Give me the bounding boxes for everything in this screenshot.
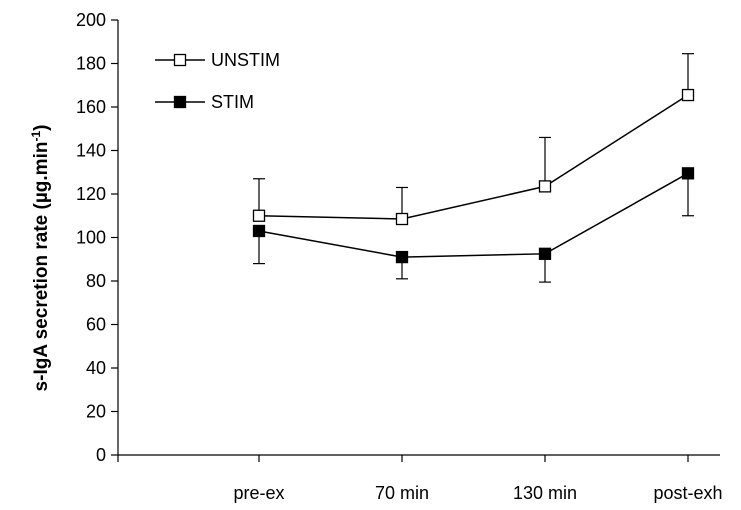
- y-axis-label: s-IgA secretion rate (µg.min-1): [29, 125, 52, 392]
- axes: [117, 20, 720, 456]
- x-tick-label: 70 min: [375, 483, 429, 503]
- data-point: [395, 250, 409, 264]
- y-tick-label: 160: [76, 97, 106, 117]
- x-ticks: pre-ex 70 min 130 min post-exh: [117, 455, 723, 503]
- legend-label: UNSTIM: [211, 50, 280, 70]
- legend-item-stim: STIM: [155, 92, 254, 112]
- legend-marker: [173, 95, 187, 109]
- y-tick-label: 100: [76, 228, 106, 248]
- series-layer: [252, 53, 695, 283]
- data-point: [538, 180, 552, 193]
- data-point: [252, 224, 266, 238]
- data-point: [395, 212, 409, 226]
- data-point: [252, 209, 266, 222]
- legend-marker: [173, 53, 187, 67]
- legend-label: STIM: [211, 92, 254, 112]
- data-point: [681, 88, 695, 102]
- series-stim: [252, 167, 695, 283]
- y-tick-label: 0: [96, 445, 106, 465]
- x-tick-label: post-exh: [653, 483, 722, 503]
- data-point: [538, 247, 552, 260]
- y-tick-label: 60: [86, 315, 106, 335]
- y-tick-label: 40: [86, 358, 106, 378]
- y-ticks: 0 20 40 60 80 100 120 140 160 180 200: [76, 10, 118, 465]
- y-tick-label: 200: [76, 10, 106, 30]
- y-tick-label: 120: [76, 184, 106, 204]
- y-tick-label: 20: [86, 402, 106, 422]
- legend-item-unstim: UNSTIM: [155, 50, 280, 70]
- x-tick-label: 130 min: [513, 483, 577, 503]
- x-tick-label: pre-ex: [233, 483, 284, 503]
- series-line: [258, 172, 689, 258]
- y-tick-label: 140: [76, 141, 106, 161]
- data-point: [681, 167, 695, 180]
- series-unstim: [252, 53, 695, 226]
- series-line: [258, 94, 689, 220]
- y-tick-label: 80: [86, 271, 106, 291]
- y-tick-label: 180: [76, 54, 106, 74]
- legend: UNSTIM STIM: [155, 50, 280, 112]
